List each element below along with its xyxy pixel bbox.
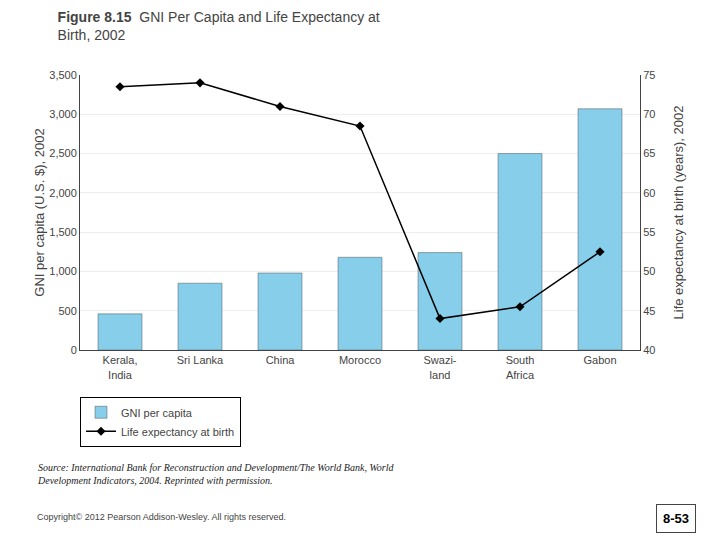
svg-text:2,500: 2,500 (49, 147, 77, 159)
svg-text:45: 45 (643, 305, 655, 317)
svg-text:75: 75 (643, 69, 655, 81)
svg-text:1,500: 1,500 (49, 226, 77, 238)
svg-text:GNI per capita (U.S. $), 2002: GNI per capita (U.S. $), 2002 (32, 128, 47, 296)
svg-text:Copyright© 2012 Pearson Addiso: Copyright© 2012 Pearson Addison-Wesley. … (37, 512, 286, 522)
svg-text:50: 50 (643, 265, 655, 277)
svg-text:Source: International Bank for: Source: International Bank for Reconstru… (37, 462, 395, 486)
svg-text:Kerala,India: Kerala,India (103, 354, 138, 380)
svg-text:500: 500 (58, 305, 76, 317)
svg-text:55: 55 (643, 226, 655, 238)
svg-text:Swazi-land: Swazi-land (423, 354, 456, 380)
svg-text:Life expectancy at birth: Life expectancy at birth (121, 426, 234, 438)
svg-text:Sri Lanka: Sri Lanka (177, 354, 224, 366)
svg-text:Gabon: Gabon (583, 354, 616, 366)
svg-text:8-53: 8-53 (663, 511, 689, 526)
svg-text:3,500: 3,500 (49, 69, 77, 81)
svg-text:GNI per capita: GNI per capita (121, 407, 193, 419)
svg-text:Figure 8.15 GNI Per Capita an: Figure 8.15 GNI Per Capita and Life Expe… (58, 9, 380, 43)
svg-text:Morocco: Morocco (339, 354, 381, 366)
svg-text:Life expectancy at birth (year: Life expectancy at birth (years), 2002 (671, 106, 686, 320)
svg-text:2,000: 2,000 (49, 187, 77, 199)
svg-text:60: 60 (643, 187, 655, 199)
svg-text:SouthAfrica: SouthAfrica (506, 354, 535, 380)
svg-text:70: 70 (643, 108, 655, 120)
svg-text:65: 65 (643, 147, 655, 159)
svg-text:40: 40 (643, 344, 655, 356)
svg-text:3,000: 3,000 (49, 108, 77, 120)
svg-text:China: China (266, 354, 296, 366)
svg-text:0: 0 (71, 344, 77, 356)
svg-text:1,000: 1,000 (49, 265, 77, 277)
